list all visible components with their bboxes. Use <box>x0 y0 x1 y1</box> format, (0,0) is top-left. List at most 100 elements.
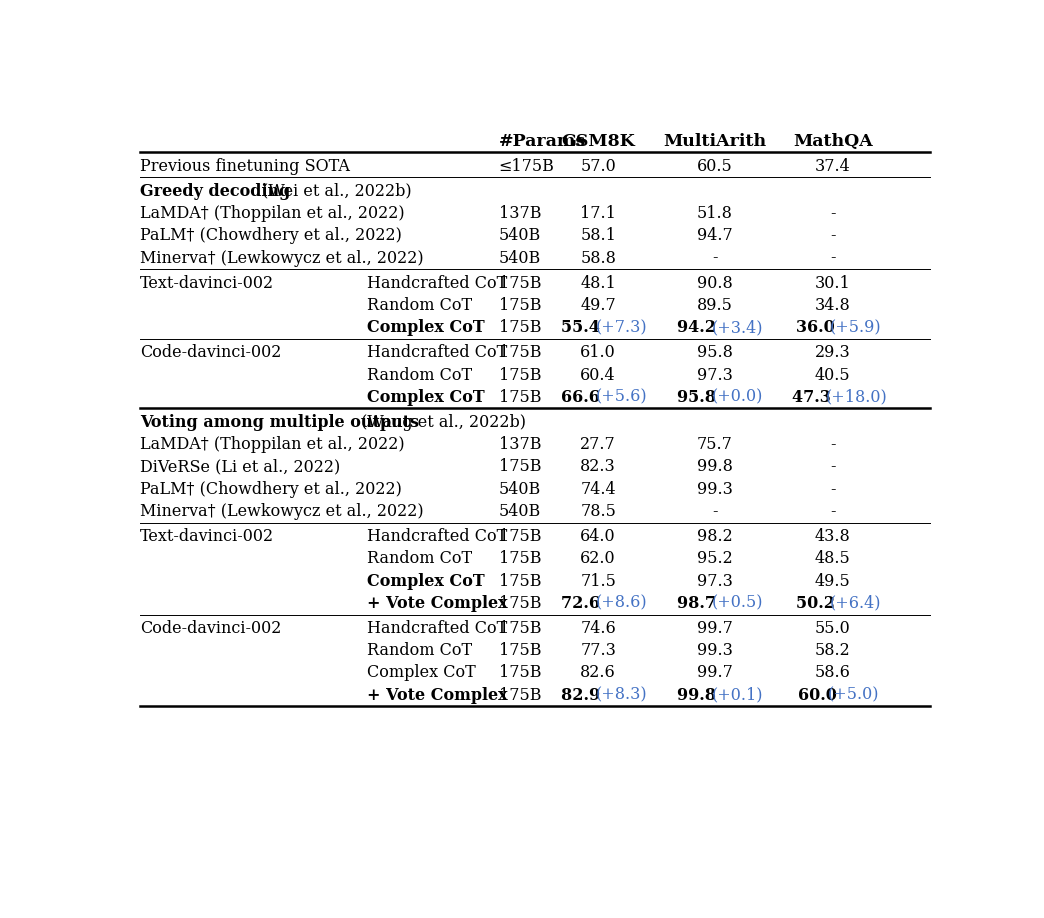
Text: Random CoT: Random CoT <box>366 550 472 567</box>
Text: 82.6: 82.6 <box>580 665 616 681</box>
Text: Random CoT: Random CoT <box>366 297 472 314</box>
Text: 55.0: 55.0 <box>815 620 851 637</box>
Text: MultiArith: MultiArith <box>663 132 766 150</box>
Text: 58.8: 58.8 <box>580 250 616 266</box>
Text: Handcrafted CoT: Handcrafted CoT <box>366 344 507 362</box>
Text: 51.8: 51.8 <box>696 205 733 222</box>
Text: 58.6: 58.6 <box>815 665 851 681</box>
Text: 99.8: 99.8 <box>678 687 722 704</box>
Text: 98.7: 98.7 <box>678 595 722 612</box>
Text: 95.8: 95.8 <box>696 344 733 362</box>
Text: Text-davinci-002: Text-davinci-002 <box>140 274 275 292</box>
Text: 61.0: 61.0 <box>580 344 616 362</box>
Text: 72.6: 72.6 <box>561 595 606 612</box>
Text: 175B: 175B <box>499 665 541 681</box>
Text: 30.1: 30.1 <box>815 274 851 292</box>
Text: Minerva† (Lewkowycz et al., 2022): Minerva† (Lewkowycz et al., 2022) <box>140 503 424 520</box>
Text: 97.3: 97.3 <box>696 366 733 384</box>
Text: 89.5: 89.5 <box>696 297 733 314</box>
Text: 37.4: 37.4 <box>815 158 851 174</box>
Text: 49.7: 49.7 <box>580 297 616 314</box>
Text: 99.3: 99.3 <box>696 481 733 498</box>
Text: Handcrafted CoT: Handcrafted CoT <box>366 620 507 637</box>
Text: 99.7: 99.7 <box>696 620 733 637</box>
Text: (+18.0): (+18.0) <box>826 389 887 406</box>
Text: 40.5: 40.5 <box>815 366 851 384</box>
Text: LaMDA† (Thoppilan et al., 2022): LaMDA† (Thoppilan et al., 2022) <box>140 436 405 453</box>
Text: 175B: 175B <box>499 643 541 659</box>
Text: 95.2: 95.2 <box>696 550 733 567</box>
Text: (+0.0): (+0.0) <box>712 389 763 406</box>
Text: (+0.5): (+0.5) <box>712 595 763 612</box>
Text: (+5.6): (+5.6) <box>595 389 647 406</box>
Text: Minerva† (Lewkowycz et al., 2022): Minerva† (Lewkowycz et al., 2022) <box>140 250 424 266</box>
Text: Complex CoT: Complex CoT <box>366 319 484 336</box>
Text: (+7.3): (+7.3) <box>595 319 647 336</box>
Text: -: - <box>830 205 835 222</box>
Text: 74.4: 74.4 <box>580 481 616 498</box>
Text: 34.8: 34.8 <box>815 297 851 314</box>
Text: Previous finetuning SOTA: Previous finetuning SOTA <box>140 158 350 174</box>
Text: (+5.9): (+5.9) <box>830 319 881 336</box>
Text: 137B: 137B <box>499 205 541 222</box>
Text: 175B: 175B <box>499 687 541 704</box>
Text: 60.5: 60.5 <box>696 158 733 174</box>
Text: Voting among multiple outputs: Voting among multiple outputs <box>140 414 420 431</box>
Text: 175B: 175B <box>499 595 541 612</box>
Text: (Wang et al., 2022b): (Wang et al., 2022b) <box>356 414 526 431</box>
Text: Greedy decoding: Greedy decoding <box>140 183 290 200</box>
Text: 57.0: 57.0 <box>580 158 616 174</box>
Text: LaMDA† (Thoppilan et al., 2022): LaMDA† (Thoppilan et al., 2022) <box>140 205 405 222</box>
Text: Handcrafted CoT: Handcrafted CoT <box>366 274 507 292</box>
Text: 540B: 540B <box>499 250 541 266</box>
Text: 55.4: 55.4 <box>561 319 606 336</box>
Text: -: - <box>830 458 835 476</box>
Text: #Params: #Params <box>499 132 586 150</box>
Text: (Wei et al., 2022b): (Wei et al., 2022b) <box>257 183 411 200</box>
Text: 175B: 175B <box>499 274 541 292</box>
Text: -: - <box>830 481 835 498</box>
Text: 175B: 175B <box>499 319 541 336</box>
Text: 58.1: 58.1 <box>580 228 616 244</box>
Text: 175B: 175B <box>499 528 541 545</box>
Text: 58.2: 58.2 <box>815 643 851 659</box>
Text: Complex CoT: Complex CoT <box>366 573 484 589</box>
Text: 82.9: 82.9 <box>561 687 606 704</box>
Text: -: - <box>830 250 835 266</box>
Text: 74.6: 74.6 <box>580 620 616 637</box>
Text: 43.8: 43.8 <box>815 528 851 545</box>
Text: 175B: 175B <box>499 297 541 314</box>
Text: 75.7: 75.7 <box>696 436 733 453</box>
Text: 66.6: 66.6 <box>561 389 606 406</box>
Text: 99.3: 99.3 <box>696 643 733 659</box>
Text: 90.8: 90.8 <box>696 274 733 292</box>
Text: 540B: 540B <box>499 481 541 498</box>
Text: 36.0: 36.0 <box>796 319 840 336</box>
Text: 99.7: 99.7 <box>696 665 733 681</box>
Text: -: - <box>712 250 717 266</box>
Text: (+5.0): (+5.0) <box>828 687 879 704</box>
Text: Complex CoT: Complex CoT <box>366 665 475 681</box>
Text: 175B: 175B <box>499 366 541 384</box>
Text: 97.3: 97.3 <box>696 573 733 589</box>
Text: 17.1: 17.1 <box>580 205 616 222</box>
Text: 62.0: 62.0 <box>580 550 616 567</box>
Text: Text-davinci-002: Text-davinci-002 <box>140 528 275 545</box>
Text: (+0.1): (+0.1) <box>712 687 763 704</box>
Text: 71.5: 71.5 <box>580 573 616 589</box>
Text: 78.5: 78.5 <box>580 503 616 520</box>
Text: Code-davinci-002: Code-davinci-002 <box>140 344 282 362</box>
Text: + Vote Complex: + Vote Complex <box>366 687 507 704</box>
Text: 27.7: 27.7 <box>580 436 616 453</box>
Text: MathQA: MathQA <box>793 132 873 150</box>
Text: Random CoT: Random CoT <box>366 643 472 659</box>
Text: 64.0: 64.0 <box>580 528 616 545</box>
Text: 29.3: 29.3 <box>815 344 851 362</box>
Text: 95.8: 95.8 <box>678 389 722 406</box>
Text: 48.1: 48.1 <box>580 274 616 292</box>
Text: 540B: 540B <box>499 228 541 244</box>
Text: PaLM† (Chowdhery et al., 2022): PaLM† (Chowdhery et al., 2022) <box>140 228 402 244</box>
Text: 94.2: 94.2 <box>678 319 722 336</box>
Text: 98.2: 98.2 <box>696 528 733 545</box>
Text: 47.3: 47.3 <box>791 389 836 406</box>
